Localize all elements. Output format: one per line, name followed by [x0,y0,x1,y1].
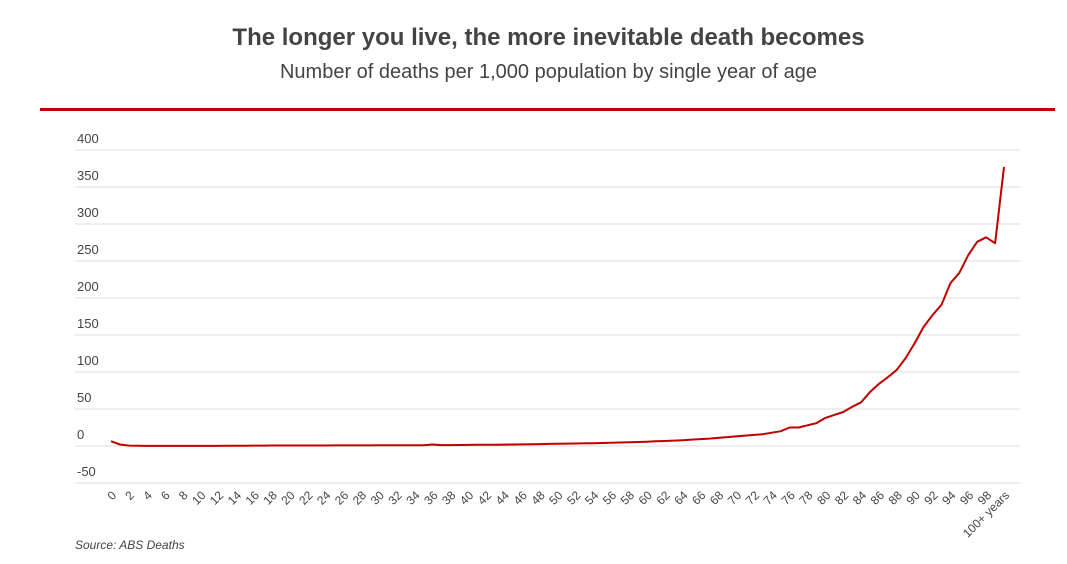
chart-title: The longer you live, the more inevitable… [232,24,865,51]
y-tick-label: 150 [77,316,99,331]
source-note: Source: ABS Deaths [75,538,185,552]
y-tick-label: 350 [77,168,99,183]
x-tick-label: 6 [158,488,173,503]
y-tick-label: 200 [77,279,99,294]
y-tick-label: 250 [77,242,99,257]
x-tick-label: 8 [176,488,191,503]
y-tick-label: 100 [77,353,99,368]
y-tick-label: 400 [77,131,99,146]
x-tick-label: 0 [104,488,119,503]
x-tick-label: 2 [122,488,137,503]
y-tick-label: 0 [77,427,84,442]
y-tick-label: -50 [77,464,96,479]
x-tick-label: 4 [140,488,155,503]
title-divider [40,108,1055,111]
y-tick-label: 50 [77,390,91,405]
chart-subtitle: Number of deaths per 1,000 population by… [279,61,818,83]
series-line [110,166,1005,447]
y-tick-label: 300 [77,205,99,220]
